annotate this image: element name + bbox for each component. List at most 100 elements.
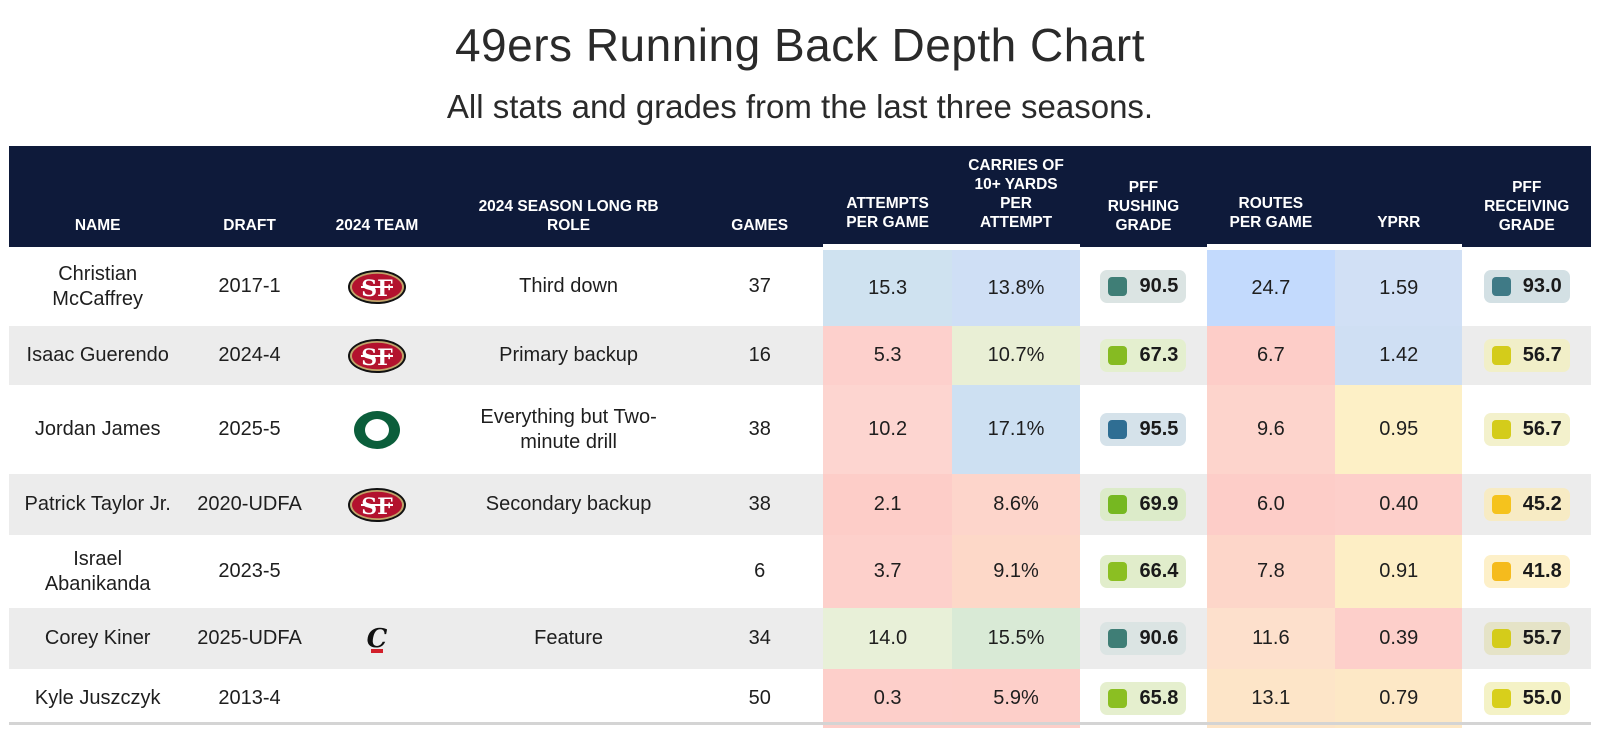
- grade-swatch: [1491, 346, 1511, 365]
- grade-swatch: [1108, 420, 1128, 439]
- yprr-cell: 0.39: [1335, 608, 1463, 669]
- carries-10-plus-cell: 17.1%: [951, 385, 1081, 474]
- table-row: Christian McCaffrey 2017-1 SF Third down 37 1…: [9, 244, 1591, 326]
- header-attempts-per-game: ATTEMPTS PER GAME: [846, 195, 929, 231]
- rushing-grade-value: 90.6: [1139, 627, 1179, 649]
- header-name: NAME: [74, 217, 121, 234]
- rushing-grade-cell: 90.5: [1080, 247, 1206, 326]
- routes-per-game-cell: 6.7: [1206, 326, 1336, 385]
- rushing-grade-pill: 90.5: [1100, 270, 1187, 303]
- rushing-grade-cell: 69.9: [1080, 474, 1206, 535]
- receiving-grade-value: 56.7: [1522, 344, 1562, 366]
- rushing-grade-cell: 90.6: [1080, 608, 1206, 669]
- yprr-cell: 0.79: [1335, 669, 1463, 728]
- rushing-grade-pill: 90.6: [1100, 622, 1187, 655]
- carries-10-plus-cell: 15.5%: [951, 608, 1081, 669]
- draft-cell: 2023-5: [218, 560, 281, 582]
- header-carries-10-plus: CARRIES OF 10+ YARDS PER ATTEMPT: [968, 157, 1064, 231]
- carries-10-plus-cell: 8.6%: [951, 474, 1081, 535]
- receiving-grade-value: 55.7: [1522, 627, 1562, 649]
- team-cell: C: [313, 608, 441, 669]
- attempts-per-game-cell: 0.3: [823, 669, 952, 728]
- header-row: NAME DRAFT 2024 TEAM 2024 SEASON LONG RB…: [9, 146, 1591, 247]
- chart-subtitle: All stats and grades from the last three…: [446, 88, 1154, 125]
- grade-swatch: [1108, 562, 1128, 581]
- player-name: Christian McCaffrey: [52, 262, 144, 310]
- routes-per-game-cell: 11.6: [1206, 608, 1336, 669]
- player-name: Israel Abanikanda: [44, 547, 151, 595]
- header-pff-receiving-grade: PFF RECEIVING GRADE: [1484, 179, 1570, 234]
- games-cell: 38: [748, 493, 771, 515]
- bottom-rule: [9, 722, 1591, 725]
- role-cell: Everything but Two-minute drill: [480, 405, 657, 453]
- attempts-per-game-cell: 5.3: [823, 326, 952, 385]
- svg-text:C: C: [367, 624, 388, 654]
- 49ers-logo: SF: [347, 269, 407, 304]
- receiving-grade-cell: 41.8: [1462, 535, 1591, 608]
- role-cell: Primary backup: [499, 344, 639, 366]
- chart-title: 49ers Running Back Depth Chart: [454, 19, 1146, 71]
- rushing-grade-cell: 66.4: [1080, 535, 1206, 608]
- table-row: Corey Kiner 2025-UDFA C Feature 34 14.0 15.5% 9…: [9, 608, 1591, 669]
- header-role: 2024 SEASON LONG RB ROLE: [478, 198, 659, 234]
- receiving-grade-cell: 55.7: [1462, 608, 1591, 669]
- table-row: Patrick Taylor Jr. 2020-UDFA SF Secondary b…: [9, 474, 1591, 535]
- attempts-per-game-cell: 14.0: [823, 608, 952, 669]
- 49ers-logo: SF: [347, 487, 407, 522]
- receiving-grade-pill: 56.7: [1483, 339, 1570, 372]
- team-cell: [313, 669, 441, 728]
- draft-cell: 2017-1: [218, 275, 281, 297]
- grade-swatch: [1108, 277, 1128, 296]
- yprr-cell: 1.42: [1335, 326, 1463, 385]
- header-pff-rushing-grade: PFF RUSHING GRADE: [1107, 179, 1180, 234]
- receiving-grade-cell: 56.7: [1462, 326, 1591, 385]
- rushing-grade-cell: 67.3: [1080, 326, 1206, 385]
- carries-10-plus-cell: 9.1%: [951, 535, 1081, 608]
- receiving-grade-pill: 41.8: [1483, 555, 1570, 588]
- attempts-per-game-cell: 10.2: [823, 385, 952, 474]
- games-cell: 50: [748, 687, 771, 709]
- team-cell: SF: [313, 247, 441, 326]
- oregon-logo: [352, 410, 402, 449]
- receiving-grade-value: 45.2: [1522, 493, 1562, 515]
- cincinnati-logo: C: [365, 624, 389, 654]
- grade-swatch: [1491, 689, 1511, 708]
- header-team: 2024 TEAM: [335, 217, 419, 234]
- receiving-grade-pill: 45.2: [1483, 488, 1570, 521]
- draft-cell: 2024-4: [218, 344, 281, 366]
- role-cell: Secondary backup: [485, 493, 652, 515]
- header-routes-per-game: ROUTES PER GAME: [1229, 195, 1313, 231]
- svg-text:SF: SF: [361, 276, 393, 302]
- team-cell: SF: [313, 326, 441, 385]
- draft-cell: 2025-UDFA: [197, 627, 302, 649]
- rushing-grade-value: 90.5: [1139, 275, 1179, 297]
- routes-per-game-cell: 9.6: [1206, 385, 1336, 474]
- player-name: Kyle Juszczyk: [34, 687, 161, 709]
- role-cell: [441, 669, 696, 728]
- rushing-grade-value: 66.4: [1139, 560, 1179, 582]
- receiving-grade-cell: 56.7: [1462, 385, 1591, 474]
- grade-swatch: [1491, 420, 1511, 439]
- grade-swatch: [1491, 562, 1511, 581]
- receiving-grade-cell: 93.0: [1462, 247, 1591, 326]
- role-cell: Feature: [534, 627, 604, 649]
- header-games: GAMES: [731, 217, 789, 234]
- games-cell: 34: [748, 627, 771, 649]
- team-cell: [313, 535, 441, 608]
- draft-cell: 2013-4: [218, 687, 281, 709]
- yprr-cell: 1.59: [1335, 244, 1463, 326]
- table-row: Isaac Guerendo 2024-4 SF Primary backup 16 5.…: [9, 326, 1591, 385]
- attempts-per-game-cell: 3.7: [823, 535, 952, 608]
- grade-swatch: [1491, 629, 1511, 648]
- receiving-grade-value: 41.8: [1522, 560, 1562, 582]
- table-row: Jordan James 2025-5 Everything but Two-min…: [9, 385, 1591, 474]
- receiving-grade-value: 56.7: [1522, 418, 1562, 440]
- receiving-grade-cell: 55.0: [1462, 669, 1591, 728]
- carries-10-plus-cell: 13.8%: [951, 244, 1081, 326]
- rushing-grade-value: 65.8: [1139, 687, 1179, 709]
- rushing-grade-cell: 65.8: [1080, 669, 1206, 728]
- rushing-grade-value: 67.3: [1139, 344, 1179, 366]
- games-cell: 6: [754, 560, 766, 582]
- receiving-grade-cell: 45.2: [1462, 474, 1591, 535]
- table-row: Kyle Juszczyk 2013-4 50 0.3 5.9% 65.8 13.1 0.79…: [9, 669, 1591, 728]
